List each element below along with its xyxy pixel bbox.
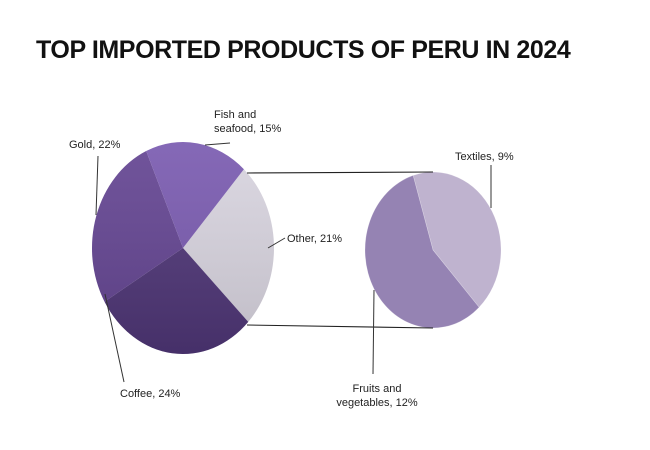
breakout-slice-textiles: [412, 171, 502, 308]
leader-line-other: [267, 237, 286, 249]
data-label-fish-and-seafood-line2: seafood, 15%: [214, 123, 281, 135]
chart-title: TOP IMPORTED PRODUCTS OF PERU IN 2024: [36, 36, 571, 64]
breakout-pie: [364, 171, 502, 329]
data-label-gold: Gold, 22%: [69, 139, 121, 151]
data-label-textiles: Textiles, 9%: [455, 151, 514, 163]
breakout-slice-fruits-and-vegetables: [364, 175, 480, 329]
data-label-fruits-and-vegetables-line1: Fruits and: [353, 383, 402, 395]
data-label-other: Other, 21%: [287, 233, 342, 245]
data-label-coffee: Coffee, 24%: [120, 388, 181, 400]
data-label-fish-and-seafood-line1: Fish and: [214, 109, 256, 121]
connector-line-top: [246, 171, 434, 174]
leader-line-gold: [95, 155, 99, 216]
main-pie-shade: [92, 142, 274, 354]
leader-line-fish-and-seafood: [204, 142, 231, 146]
main-pie: [91, 141, 274, 354]
leader-line-fruits-and-vegetables: [372, 289, 375, 375]
connector-line-bottom: [246, 324, 434, 329]
data-label-fruits-and-vegetables-line2: vegetables, 12%: [336, 397, 418, 409]
leader-line-coffee: [104, 293, 125, 383]
